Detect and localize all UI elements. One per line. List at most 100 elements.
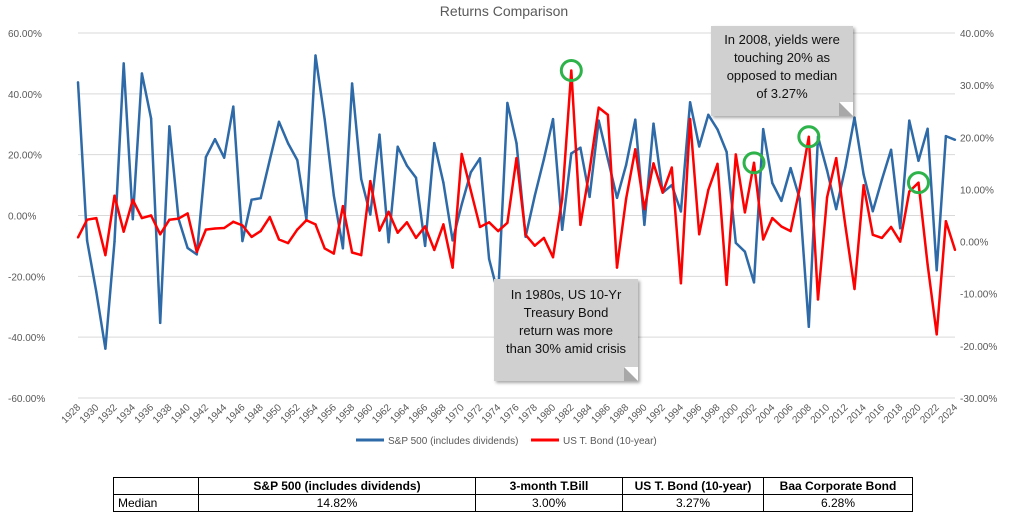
sp500-point-2011: [835, 207, 838, 211]
sp500-point-2006: [789, 166, 792, 170]
sp500-point-1932: [113, 240, 116, 243]
tbond-point-1933: [122, 230, 125, 233]
tbond-point-1972: [478, 225, 482, 229]
tbond-point-1934: [131, 198, 135, 202]
sp500-point-1933: [122, 62, 125, 65]
sp500-point-1990: [643, 223, 646, 227]
median-value-sp500: 14.82%: [198, 494, 476, 512]
tbond-point-1988: [624, 197, 628, 201]
tbond-point-1945: [232, 220, 235, 223]
tbond-point-1979: [542, 236, 546, 240]
tbond-point-1968: [442, 223, 445, 226]
tbond-point-1950: [277, 238, 281, 241]
x-tick-label: 1982: [553, 402, 577, 426]
tbond-point-1954: [314, 223, 317, 226]
sp500-point-2019: [908, 119, 911, 122]
tbond-point-2016: [880, 236, 884, 240]
sp500-point-1996: [698, 145, 701, 148]
sp500-point-2001: [743, 250, 747, 253]
tbond-point-1971: [469, 189, 473, 192]
tbond-point-1965: [414, 236, 418, 240]
sp500-point-1986: [606, 158, 610, 161]
tbond-point-1940: [186, 212, 189, 215]
sp500-point-1955: [323, 118, 326, 121]
right-y-axis: 40.00% 30.00% 20.00% 10.00% 0.00% -10.00% -20.…: [960, 29, 997, 405]
tbond-point-1992: [661, 191, 664, 194]
median-value-baa: 6.28%: [763, 494, 913, 512]
tbond-point-1959: [359, 253, 363, 257]
sp500-point-1958: [350, 82, 354, 85]
sp500-point-1968: [442, 181, 445, 184]
sp500-point-1961: [378, 133, 381, 136]
x-tick-label: 1954: [297, 402, 321, 426]
tbond-point-1949: [268, 215, 272, 219]
callout-1980s-line-2: Treasury Bond: [523, 305, 609, 320]
sp500-point-1956: [332, 194, 335, 197]
tbond-point-1966: [423, 225, 427, 228]
tbond-point-1962: [387, 210, 390, 214]
x-tick-label: 1966: [407, 402, 431, 426]
sp500-point-1995: [688, 101, 692, 104]
sp500-point-1929: [85, 239, 89, 242]
sp500-point-1935: [140, 72, 144, 75]
x-tick-label: 1940: [169, 402, 193, 426]
x-tick-label: 1996: [681, 402, 705, 426]
callout-1980s: In 1980s, US 10-Yr Treasury Bond return …: [494, 279, 638, 381]
x-tick-label: 1928: [60, 402, 84, 426]
sp500-point-1987: [615, 196, 619, 200]
median-value-tbill: 3.00%: [475, 494, 623, 512]
x-tick-label: 1944: [206, 402, 230, 426]
sp500-point-2008: [807, 325, 811, 329]
right-tick-label: 30.00%: [960, 81, 994, 92]
callout-1980s-line-4: than 30% amid crisis: [506, 341, 626, 356]
sp500-point-1967: [433, 141, 436, 145]
right-tick-label: 0.00%: [960, 238, 988, 249]
sp500-point-1943: [213, 137, 217, 141]
sp500-point-2005: [780, 199, 783, 203]
x-tick-label: 1976: [498, 402, 522, 426]
right-tick-label: -20.00%: [960, 342, 997, 353]
sp500-point-2003: [761, 127, 765, 131]
x-tick-label: 2018: [882, 402, 906, 426]
median-table-header-sp500: S&P 500 (includes dividends): [198, 477, 476, 495]
tbond-point-1969: [451, 266, 454, 269]
sp500-point-1946: [241, 239, 244, 243]
x-tick-label: 1958: [334, 402, 358, 426]
right-tick-label: -10.00%: [960, 290, 997, 301]
tbond-point-1956: [332, 252, 335, 255]
callout-2008-line-1: In 2008, yields were: [724, 32, 840, 47]
median-table-row: Median 14.82% 3.00% 3.27% 6.28%: [113, 494, 913, 512]
x-tick-label: 2004: [754, 402, 778, 426]
sp500-point-1934: [131, 217, 135, 221]
legend-label-sp500: S&P 500 (includes dividends): [388, 436, 518, 447]
median-table-header-empty: [113, 477, 199, 495]
x-tick-label: 2008: [790, 402, 814, 426]
highlight-circle-1982: [559, 59, 583, 83]
x-tick-label: 1962: [370, 402, 394, 426]
sp500-point-2000: [734, 241, 737, 245]
tbond-point-1929: [85, 218, 89, 221]
left-tick-label: 60.00%: [8, 29, 42, 40]
sp500-point-1964: [405, 164, 409, 167]
tbond-point-1987: [615, 266, 619, 269]
sp500-point-1994: [679, 210, 683, 213]
left-tick-label: -40.00%: [8, 333, 45, 344]
sp500-point-2024: [953, 138, 957, 141]
sp500-point-2016: [880, 178, 884, 181]
x-tick-label: 1952: [279, 402, 303, 426]
sp500-point-1963: [396, 145, 399, 148]
right-tick-label: 10.00%: [960, 185, 994, 196]
tbond-point-1960: [369, 179, 372, 183]
sp500-point-1954: [314, 54, 317, 57]
tbond-point-2012: [844, 224, 847, 228]
sp500-point-1966: [423, 244, 427, 248]
tbond-point-2000: [734, 153, 737, 156]
x-tick-label: 1990: [626, 402, 650, 426]
sp500-point-1930: [95, 290, 98, 294]
tbond-point-1941: [195, 250, 198, 254]
x-tick-label: 2024: [937, 402, 961, 426]
tbond-point-1931: [104, 253, 107, 257]
sp500-point-1941: [195, 253, 198, 256]
x-tick-label: 1948: [242, 402, 266, 426]
x-axis: 1928193019321934193619381940194219441946…: [60, 402, 961, 426]
